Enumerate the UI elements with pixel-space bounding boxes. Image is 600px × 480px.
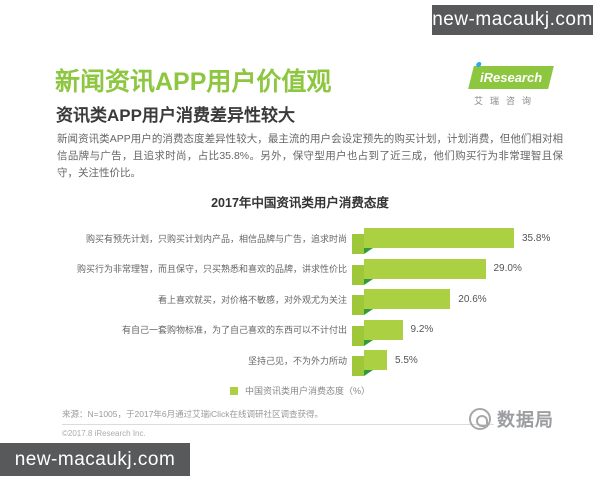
ribbon-fold [364, 370, 373, 377]
footer-divider [62, 424, 494, 425]
ribbon-tab [352, 295, 364, 316]
bar-value-label: 9.2% [410, 324, 434, 336]
bar-category-label: 看上喜欢就买，对价格不敏感，对外观尤为关注 [157, 294, 347, 305]
bar [364, 228, 514, 249]
bar-category-label: 有自己一套购物标准，为了自己喜欢的东西可以不计付出 [121, 325, 347, 336]
bar-ribbon [352, 319, 403, 346]
site-watermark-bottom: new-macaukj.com [0, 443, 190, 476]
bar-row: 坚持己见，不为外力所动 5.5% [55, 345, 575, 377]
page-subtitle: 资讯类APP用户消费差异性较大 [56, 106, 295, 125]
chart-title: 2017年中国资讯类用户消费态度 [211, 196, 389, 210]
ribbon-tab [352, 325, 364, 346]
ribbon-tab [352, 264, 364, 285]
bar-ribbon [352, 258, 486, 285]
legend-label: 中国资讯类用户消费态度（%） [244, 386, 370, 396]
bar-chart: 购买有预先计划，只购买计划内产品，相信品牌与广告，追求时尚 35.8% 购买行为非常… [55, 223, 575, 377]
bar-value-label: 20.6% [458, 293, 487, 305]
bar-row: 看上喜欢就买，对价格不敏感，对外观尤为关注 20.6% [55, 284, 575, 316]
chart-legend: 中国资讯类用户消费态度（%） [55, 384, 545, 397]
source-note: 来源：N=1005，于2017年6月通过艾瑞iClick在线调研社区调查获得。 [62, 409, 323, 419]
iresearch-logo-text: iResearch [479, 70, 543, 85]
ribbon-fold [364, 248, 373, 255]
bar-ribbon [352, 289, 451, 316]
bar-value-label: 35.8% [522, 232, 551, 244]
bar-ribbon [352, 228, 514, 255]
bar [364, 289, 451, 310]
bar-category-label: 坚持己见，不为外力所动 [247, 355, 347, 366]
site-watermark-top: new-macaukj.com [432, 5, 593, 35]
bar-row: 购买有预先计划，只购买计划内产品，相信品牌与广告，追求时尚 35.8% [55, 223, 575, 255]
legend-swatch-icon [229, 387, 238, 395]
bar-row: 购买行为非常理智，而且保守，只买熟悉和喜欢的品牌，讲求性价比 29.0% [55, 254, 575, 285]
databureau-watermark-text: 数据局 [495, 399, 569, 434]
site-watermark-top-text: new-macaukj.com [432, 9, 593, 30]
databureau-logo-icon [469, 408, 491, 430]
ribbon-fold [364, 309, 373, 316]
bar-category-label: 购买行为非常理智，而且保守，只买熟悉和喜欢的品牌，讲求性价比 [76, 264, 347, 275]
iresearch-logo-band: iResearch [468, 62, 554, 89]
ribbon-fold [364, 278, 373, 285]
summary-paragraph: 新闻资讯类APP用户的消费态度差异性较大，最主流的用户会设定预先的购买计划，计划… [57, 133, 563, 179]
bar-value-label: 29.0% [493, 263, 522, 275]
bar-value-label: 5.5% [395, 354, 418, 366]
site-watermark-bottom-text: new-macaukj.com [14, 448, 176, 470]
bar-row: 有自己一套购物标准，为了自己喜欢的东西可以不计付出 9.2% [55, 315, 575, 346]
bar [364, 350, 387, 371]
page-title: 新闻资讯APP用户价值观 [55, 68, 332, 96]
iresearch-logo: iResearch 艾瑞咨询 [468, 62, 555, 107]
iresearch-logo-dot-icon [475, 62, 482, 67]
ribbon-tab [352, 234, 364, 255]
bar-rows: 购买有预先计划，只购买计划内产品，相信品牌与广告，追求时尚 35.8% 购买行为非常… [55, 223, 575, 377]
bar [364, 319, 403, 340]
databureau-watermark: 数据局 [469, 399, 569, 434]
bar-category-label: 购买有预先计划，只购买计划内产品，相信品牌与广告，追求时尚 [85, 233, 347, 244]
iresearch-logo-chinese: 艾瑞咨询 [474, 96, 539, 106]
ribbon-tab [352, 356, 364, 377]
bar [364, 258, 486, 279]
copyright-note: ©2017.8 iResearch Inc. [62, 429, 146, 438]
ribbon-fold [364, 339, 373, 346]
bar-ribbon [352, 350, 387, 377]
